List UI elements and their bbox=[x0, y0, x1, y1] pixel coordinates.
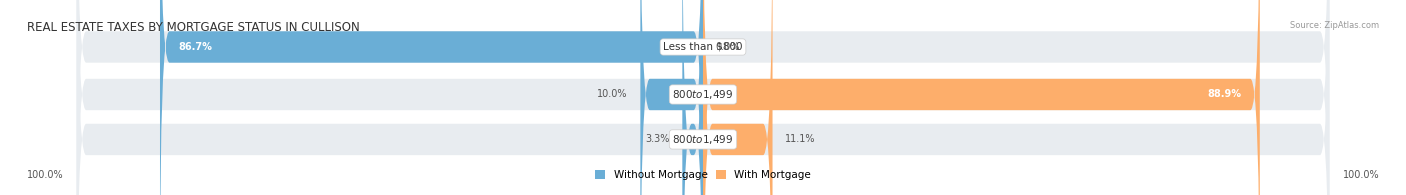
Text: 3.3%: 3.3% bbox=[645, 134, 669, 144]
FancyBboxPatch shape bbox=[160, 0, 703, 195]
Text: 0.0%: 0.0% bbox=[716, 42, 740, 52]
Text: Less than $800: Less than $800 bbox=[664, 42, 742, 52]
Text: REAL ESTATE TAXES BY MORTGAGE STATUS IN CULLISON: REAL ESTATE TAXES BY MORTGAGE STATUS IN … bbox=[27, 21, 360, 34]
Text: 100.0%: 100.0% bbox=[1343, 170, 1379, 180]
FancyBboxPatch shape bbox=[703, 0, 1260, 195]
FancyBboxPatch shape bbox=[77, 0, 1329, 195]
Text: $800 to $1,499: $800 to $1,499 bbox=[672, 88, 734, 101]
Text: 86.7%: 86.7% bbox=[179, 42, 212, 52]
Legend: Without Mortgage, With Mortgage: Without Mortgage, With Mortgage bbox=[595, 170, 811, 180]
FancyBboxPatch shape bbox=[77, 0, 1329, 195]
Text: 10.0%: 10.0% bbox=[598, 90, 628, 99]
FancyBboxPatch shape bbox=[682, 0, 703, 195]
FancyBboxPatch shape bbox=[703, 0, 772, 195]
FancyBboxPatch shape bbox=[77, 0, 1329, 195]
Text: 11.1%: 11.1% bbox=[785, 134, 815, 144]
Text: 88.9%: 88.9% bbox=[1206, 90, 1241, 99]
Text: 100.0%: 100.0% bbox=[27, 170, 63, 180]
Text: $800 to $1,499: $800 to $1,499 bbox=[672, 133, 734, 146]
FancyBboxPatch shape bbox=[640, 0, 703, 195]
Text: Source: ZipAtlas.com: Source: ZipAtlas.com bbox=[1291, 21, 1379, 30]
